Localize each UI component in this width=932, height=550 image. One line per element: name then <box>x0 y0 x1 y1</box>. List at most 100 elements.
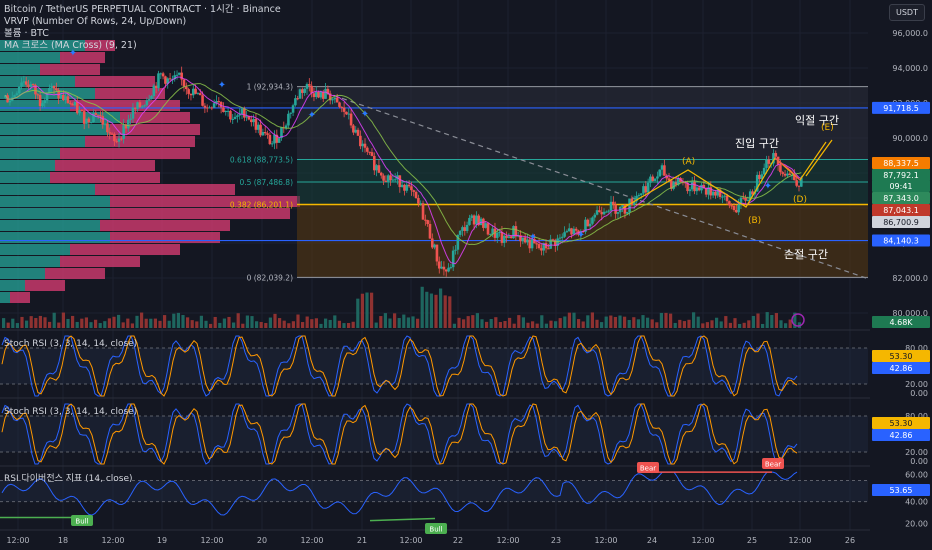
volume-bar <box>475 313 479 328</box>
vrvp-down-bar <box>70 100 180 111</box>
candle-body <box>185 86 188 90</box>
candle-body <box>537 244 541 249</box>
volume-bar <box>98 323 102 328</box>
volume-bar <box>356 298 360 328</box>
vrvp-down-bar <box>85 40 115 51</box>
candle-body <box>198 93 202 96</box>
vrvp-up-bar <box>0 64 40 75</box>
candle-body <box>110 133 114 135</box>
fib-level-label: 0.5 (87,486.8) <box>239 178 293 187</box>
pattern-point-label: (B) <box>748 216 761 226</box>
volume-profile <box>0 40 300 303</box>
vrvp-up-bar <box>0 160 55 171</box>
vrvp-legend[interactable]: VRVP (Number Of Rows, 24, Up/Down) <box>4 16 187 27</box>
volume-bar <box>126 318 130 328</box>
divergence-label: Bull <box>429 526 442 534</box>
candle-body <box>554 240 557 246</box>
volume-bar <box>503 320 507 328</box>
pattern-point-label: (E) <box>821 123 834 133</box>
volume-bar <box>80 318 84 328</box>
candle-body <box>563 232 566 237</box>
candle-body <box>8 100 12 103</box>
candle-body <box>287 113 290 126</box>
candle-body <box>700 184 703 191</box>
candle-body <box>424 219 427 221</box>
vrvp-down-bar <box>50 172 160 183</box>
pane-title: Stoch RSI (3, 3, 14, 14, close) <box>4 339 137 349</box>
time-tick-label: 22 <box>453 536 463 545</box>
candle-body <box>486 223 490 235</box>
candle-body <box>707 187 710 195</box>
fib-level-label: 0 (82,039.2) <box>247 273 293 282</box>
candle-body <box>795 180 798 186</box>
volume-bar <box>213 316 217 328</box>
volume-bar <box>107 318 111 328</box>
volume-bar <box>181 315 185 328</box>
candle-body <box>382 175 385 181</box>
candle-body <box>308 84 311 86</box>
time-axis: 12:00 18 12:00 19 12:00 20 12:00 21 12:00 22 12:00… <box>6 536 855 545</box>
candle-body <box>131 107 135 119</box>
vrvp-up-bar <box>0 184 95 195</box>
candle-body <box>301 89 304 93</box>
stoch-k-line <box>1 403 798 465</box>
candle-body <box>672 182 675 189</box>
candle-body <box>268 134 272 145</box>
candle-body <box>312 93 316 98</box>
currency-button[interactable]: USDT <box>889 4 925 21</box>
ma-cross-marker: ✦ <box>577 230 585 241</box>
stoch-d-badge: 42.86 <box>890 364 913 373</box>
annotation-stop-loss: 손절 구간 <box>784 248 828 261</box>
volume-bar <box>420 286 424 328</box>
volume-legend[interactable]: 볼륨 · BTC <box>4 28 49 39</box>
volume-bar <box>443 295 447 328</box>
candle-body <box>621 204 624 207</box>
candle-body <box>96 114 100 116</box>
volume-bar <box>494 317 498 328</box>
candle-body <box>52 85 56 89</box>
candle-body <box>465 224 469 231</box>
divergence-badge <box>637 462 659 473</box>
candle-body <box>368 151 371 153</box>
ma-cross-legend[interactable]: MA 크로스 (MA Cross) (9, 21) <box>4 40 137 51</box>
candle-body <box>502 235 506 243</box>
candle-body <box>224 110 228 113</box>
candle-body <box>716 189 720 196</box>
candle-body <box>273 134 276 144</box>
ma-cross-marker: ✦ <box>361 109 369 120</box>
stoch-tick-label: 0.00 <box>910 457 928 466</box>
candle-body <box>428 224 432 239</box>
symbol-title[interactable]: Bitcoin / TetherUS PERPETUAL CONTRACT · … <box>4 4 281 15</box>
volume-bar <box>429 293 433 328</box>
ma-price-badge-bg <box>872 192 930 204</box>
volume-bar <box>655 322 659 328</box>
volume-bar <box>521 317 525 328</box>
pattern-point-label: (A) <box>682 157 695 167</box>
volume-bar <box>572 312 576 328</box>
candle-body <box>410 186 413 191</box>
candle-body <box>126 119 130 129</box>
candle-body <box>145 100 149 106</box>
volume-bar <box>701 323 705 328</box>
candle-body <box>31 84 35 86</box>
volume-bar <box>163 315 167 328</box>
candle-body <box>393 179 397 181</box>
candle-body <box>649 176 652 183</box>
stoch-band <box>0 348 868 384</box>
candle-body <box>507 236 511 238</box>
candle-body <box>101 116 105 125</box>
volume-bar <box>227 316 231 328</box>
candle-body <box>99 115 102 117</box>
candle-body <box>558 237 562 239</box>
candle-body <box>686 182 689 192</box>
rsi-band <box>0 480 868 502</box>
candle-body <box>551 239 555 241</box>
volume-bar <box>742 322 746 328</box>
candle-body <box>451 250 455 268</box>
vrvp-up-bar <box>0 268 45 279</box>
candle-body <box>55 88 58 91</box>
volume-bar <box>241 323 245 328</box>
candle-body <box>533 239 536 244</box>
volume-bar <box>581 321 585 328</box>
volume-bar <box>480 319 484 328</box>
